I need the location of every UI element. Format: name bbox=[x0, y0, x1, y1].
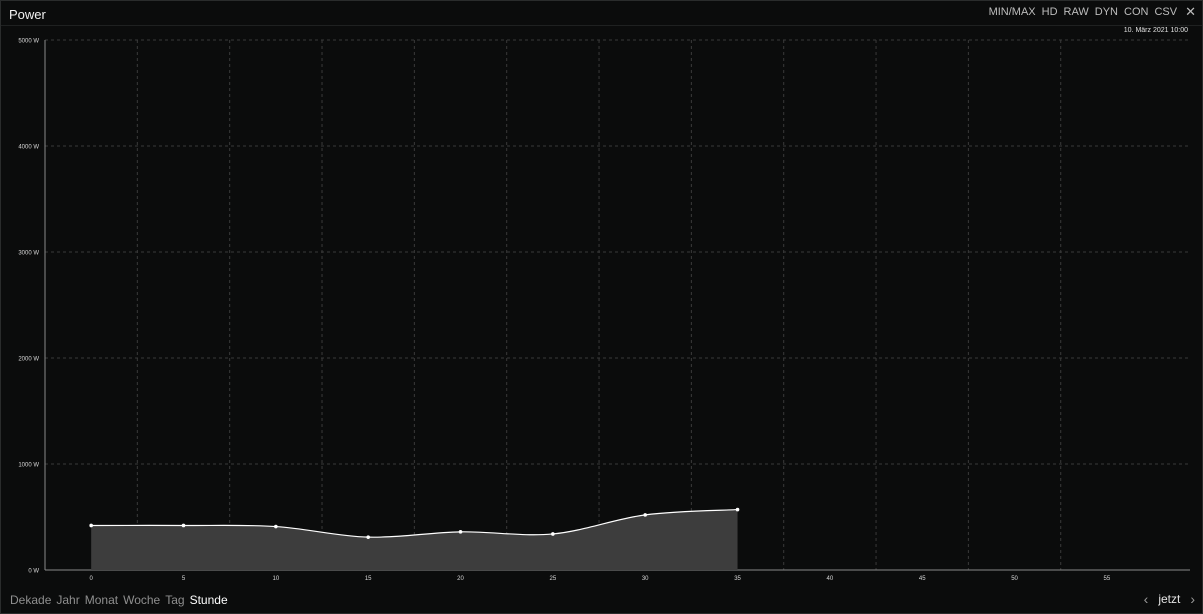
y-tick-label: 5000 W bbox=[18, 39, 39, 45]
data-point bbox=[643, 513, 648, 517]
x-tick-label: 15 bbox=[365, 576, 372, 582]
x-tick-label: 35 bbox=[734, 576, 741, 582]
x-tick-label: 40 bbox=[827, 576, 834, 582]
period-monat[interactable]: Monat bbox=[84, 593, 119, 607]
hd-button[interactable]: HD bbox=[1041, 6, 1058, 18]
x-tick-label: 55 bbox=[1104, 576, 1111, 582]
y-tick-label: 3000 W bbox=[18, 251, 39, 257]
period-jahr[interactable]: Jahr bbox=[56, 593, 80, 607]
period-selector: Dekade Jahr Monat Woche Tag Stunde bbox=[10, 593, 228, 607]
data-point bbox=[181, 523, 186, 528]
x-tick-label: 0 bbox=[89, 576, 93, 582]
y-tick-label: 2000 W bbox=[18, 357, 39, 363]
toolbar: MIN/MAX HD RAW DYN CON CSV ✕ bbox=[988, 4, 1196, 19]
window-title: Power bbox=[9, 7, 46, 22]
period-tag[interactable]: Tag bbox=[165, 593, 185, 607]
raw-button[interactable]: RAW bbox=[1063, 6, 1089, 18]
chevron-right-icon[interactable]: › bbox=[1190, 591, 1195, 607]
data-point bbox=[551, 532, 555, 536]
window-header: Power MIN/MAX HD RAW DYN CON CSV ✕ bbox=[1, 1, 1202, 26]
close-icon[interactable]: ✕ bbox=[1185, 4, 1196, 19]
period-stunde[interactable]: Stunde bbox=[189, 593, 228, 607]
x-tick-label: 45 bbox=[919, 576, 926, 582]
period-dekade[interactable]: Dekade bbox=[10, 593, 52, 607]
date-label: 10. März 2021 10:00 bbox=[1123, 27, 1188, 34]
data-point bbox=[366, 535, 370, 539]
data-point bbox=[274, 524, 278, 529]
x-tick-label: 25 bbox=[550, 576, 557, 582]
x-tick-label: 30 bbox=[642, 576, 649, 582]
time-navigation: ‹ jetzt › bbox=[1144, 591, 1195, 607]
period-woche[interactable]: Woche bbox=[123, 593, 161, 607]
x-tick-label: 20 bbox=[457, 576, 464, 582]
series-area bbox=[91, 509, 738, 570]
chevron-left-icon[interactable]: ‹ bbox=[1143, 591, 1149, 607]
y-tick-label: 1000 W bbox=[18, 463, 39, 469]
con-button[interactable]: CON bbox=[1124, 6, 1149, 18]
x-tick-label: 5 bbox=[182, 576, 186, 582]
data-point bbox=[89, 523, 93, 528]
series-line bbox=[91, 508, 738, 538]
data-point bbox=[735, 507, 740, 512]
x-tick-label: 50 bbox=[1011, 576, 1018, 582]
x-tick-label: 10 bbox=[273, 576, 280, 582]
csv-button[interactable]: CSV bbox=[1154, 6, 1178, 18]
now-button[interactable]: jetzt bbox=[1158, 592, 1181, 606]
dyn-button[interactable]: DYN bbox=[1094, 6, 1119, 18]
data-point bbox=[458, 530, 463, 534]
minmax-button[interactable]: MIN/MAX bbox=[988, 6, 1036, 18]
y-tick-label: 4000 W bbox=[18, 145, 39, 151]
y-tick-label: 0 W bbox=[28, 569, 39, 575]
